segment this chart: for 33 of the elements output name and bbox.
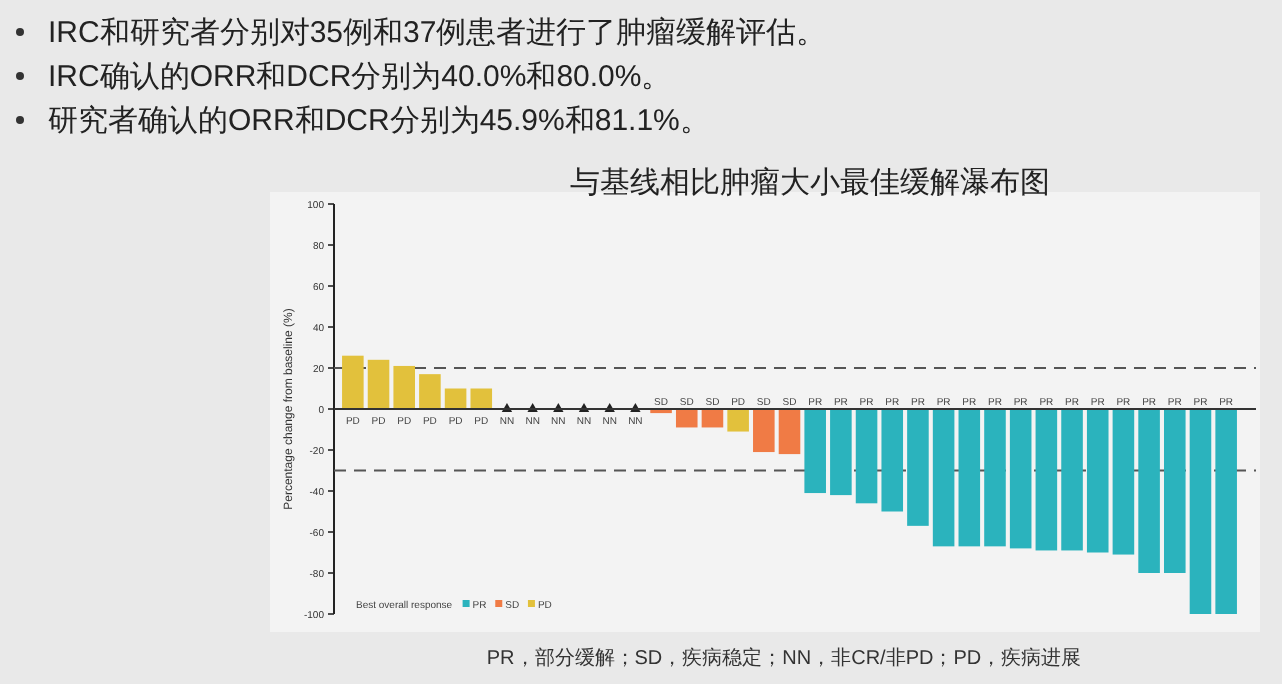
bar [1112,409,1135,555]
bar [393,365,415,409]
bar [1138,409,1160,573]
bar [881,409,904,512]
bar [444,388,467,409]
bar [342,355,364,409]
bar [753,409,775,453]
text: PR，部分缓解；SD，疾病稳定；NN，非CR/非PD；PD，疾病进展 [486,646,1082,670]
bar [1164,409,1186,573]
bar [367,359,390,409]
text: IRC确认的ORR和DCR分别为40.0%和80.0%。 [48,60,672,94]
bar [907,409,929,526]
bar [701,409,724,428]
bar [1009,409,1032,549]
bar [419,374,441,409]
bar [958,409,981,547]
bar [778,409,801,455]
bar [470,388,493,409]
bar [804,409,826,494]
bar [855,409,878,504]
bar [984,409,1006,547]
text: 研究者确认的ORR和DCR分别为45.9%和81.1%。 [48,104,710,138]
bar [1061,409,1083,551]
bar [932,409,955,547]
bar [1215,409,1237,614]
text: IRC和研究者分别对35例和37例患者进行了肿瘤缓解评估。 [48,16,827,50]
chart-title: 与基线相比肿瘤大小最佳缓解瀑布图 [570,166,1050,200]
bar [1189,409,1212,614]
bar [675,409,698,428]
bar [1035,409,1058,551]
bar [830,409,852,496]
bar [1086,409,1109,553]
bar [727,409,749,432]
